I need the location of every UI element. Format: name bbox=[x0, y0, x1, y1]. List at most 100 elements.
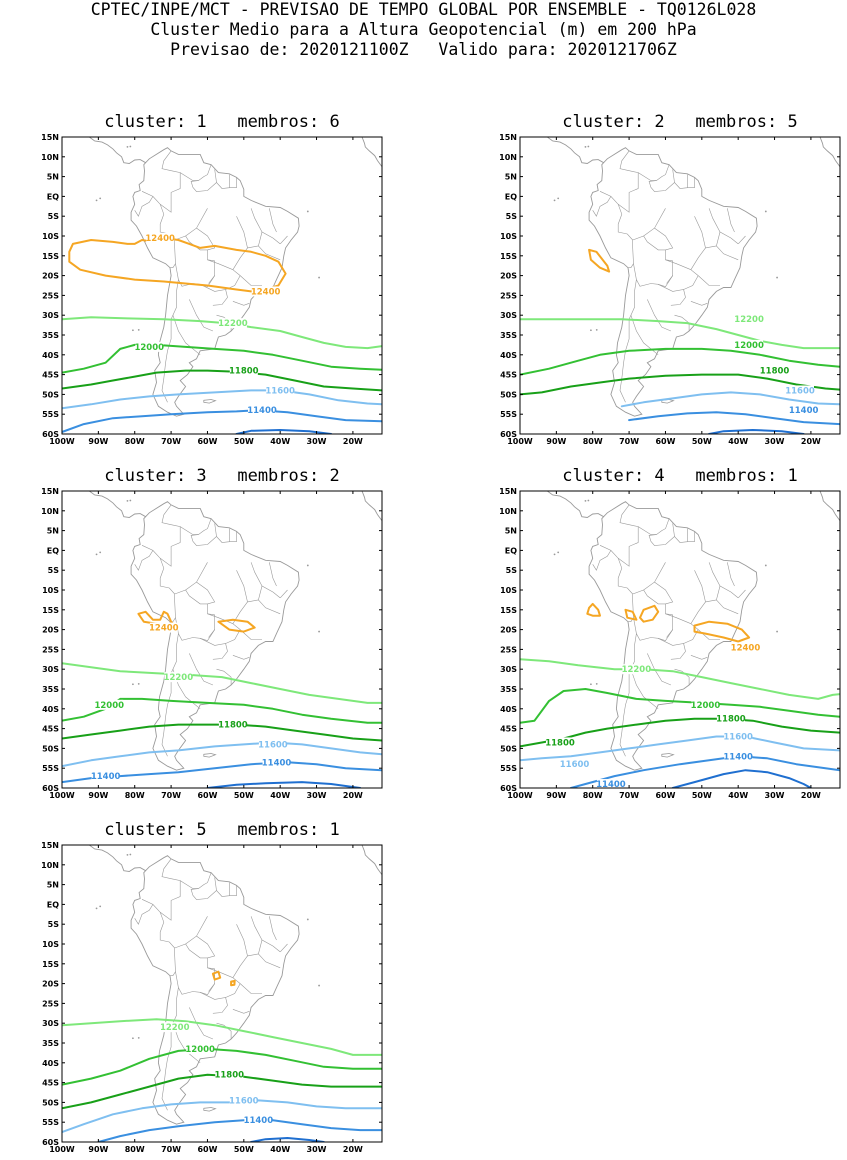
contour-label: 12200 bbox=[218, 319, 248, 329]
contour-line-11400 bbox=[97, 1119, 382, 1142]
lat-tick-label: 50S bbox=[42, 1098, 59, 1107]
lon-tick-label: 80W bbox=[125, 1145, 145, 1154]
small-island bbox=[595, 682, 598, 685]
country-border bbox=[161, 279, 179, 403]
small-island bbox=[95, 199, 98, 202]
contour-label: 11400 bbox=[789, 406, 819, 416]
country-border bbox=[279, 589, 288, 599]
country-border bbox=[189, 1007, 214, 1040]
falkland-islands bbox=[661, 753, 675, 758]
contour-label-bg bbox=[724, 751, 753, 762]
lon-tick-label: 40W bbox=[270, 437, 290, 446]
country-border bbox=[200, 638, 228, 660]
contour-line-12400 bbox=[693, 620, 751, 643]
small-island bbox=[95, 907, 98, 910]
contour-label: 11400 bbox=[247, 406, 277, 416]
lat-tick-label: 40S bbox=[42, 351, 59, 360]
contour-line-12000 bbox=[62, 343, 382, 374]
map-frame bbox=[61, 844, 383, 1143]
contour-label-bg bbox=[560, 759, 589, 770]
small-island bbox=[132, 329, 134, 332]
lat-tick-label: 15N bbox=[499, 133, 517, 142]
country-border bbox=[190, 888, 217, 900]
panel-cluster-3: cluster: 3 membros: 2 12400 12200 12000 118… bbox=[0, 466, 390, 806]
country-border bbox=[687, 531, 695, 542]
lon-tick-label: 100W bbox=[49, 791, 75, 800]
lat-tick-label: 35S bbox=[42, 685, 59, 694]
lon-tick-label: 60W bbox=[197, 1145, 217, 1154]
lat-tick-label: 35S bbox=[500, 685, 517, 694]
country-border bbox=[175, 971, 215, 996]
small-island bbox=[95, 553, 98, 556]
contour-label-bg bbox=[91, 771, 120, 782]
south-america-coast bbox=[130, 147, 300, 417]
lon-tick-label: 90W bbox=[546, 437, 566, 446]
panel-cluster-1: cluster: 1 membros: 6 12400 12400 12200 120… bbox=[0, 112, 390, 452]
africa-coast bbox=[819, 137, 840, 168]
lat-tick-label: 10N bbox=[41, 507, 59, 516]
contour-line-11600 bbox=[62, 1099, 382, 1134]
country-border bbox=[190, 534, 217, 546]
lon-tick-label: 20W bbox=[343, 791, 363, 800]
country-border bbox=[200, 992, 228, 1014]
country-border bbox=[159, 912, 176, 976]
contour-label-bg bbox=[149, 622, 178, 633]
country-border bbox=[716, 231, 739, 261]
small-island bbox=[557, 551, 560, 554]
lat-tick-label: 10N bbox=[499, 153, 517, 162]
contour-label-bg bbox=[186, 1043, 215, 1054]
lat-tick-label: 15N bbox=[41, 487, 59, 496]
lat-tick-label: 30S bbox=[42, 1019, 59, 1028]
lon-tick-label: 40W bbox=[270, 1145, 290, 1154]
header-line-2: Cluster Medio para a Altura Geopotencial… bbox=[150, 20, 697, 39]
contour-label-bg bbox=[164, 672, 193, 683]
lon-tick-label: 20W bbox=[343, 1145, 363, 1154]
south-america-coast bbox=[588, 501, 758, 771]
lat-tick-label: 5S bbox=[506, 566, 518, 575]
contour-line-12400 bbox=[639, 604, 660, 623]
contour-label: 11800 bbox=[716, 715, 746, 725]
lat-tick-label: 5S bbox=[48, 566, 60, 575]
contour-line-12400 bbox=[624, 608, 638, 621]
lat-tick-label: EQ bbox=[47, 546, 59, 555]
country-border bbox=[279, 943, 288, 953]
country-border bbox=[647, 299, 672, 332]
small-island bbox=[306, 564, 309, 567]
country-border bbox=[716, 585, 739, 615]
country-border bbox=[658, 638, 686, 660]
country-border bbox=[665, 259, 692, 270]
country-border bbox=[236, 924, 248, 956]
lon-tick-label: 30W bbox=[307, 437, 327, 446]
lon-tick-label: 80W bbox=[125, 437, 145, 446]
country-border bbox=[250, 208, 263, 233]
lat-tick-label: 40S bbox=[500, 705, 517, 714]
falkland-islands bbox=[203, 399, 217, 404]
contour-label-bg bbox=[244, 1115, 273, 1126]
contour-label: 11800 bbox=[229, 367, 259, 377]
contour-label-bg bbox=[266, 385, 295, 396]
lon-tick-label: 50W bbox=[234, 1145, 254, 1154]
country-border bbox=[190, 180, 217, 192]
header-line-3: Previsao de: 2020121100Z Valido para: 20… bbox=[170, 40, 677, 59]
country-border bbox=[708, 208, 721, 233]
lat-tick-label: 30S bbox=[42, 311, 59, 320]
lat-tick-label: 45S bbox=[42, 725, 59, 734]
small-island bbox=[590, 683, 592, 686]
small-island bbox=[99, 551, 102, 554]
contour-line-12200 bbox=[520, 318, 840, 350]
contour-line-12200 bbox=[520, 658, 840, 700]
lon-tick-label: 40W bbox=[728, 437, 748, 446]
lon-tick-label: 40W bbox=[270, 791, 290, 800]
lat-tick-label: 5N bbox=[47, 527, 59, 536]
contour-label: 12400 bbox=[731, 643, 761, 653]
contour-label: 12000 bbox=[734, 341, 764, 351]
small-island bbox=[137, 682, 140, 685]
lat-tick-label: 55S bbox=[500, 764, 517, 773]
small-island bbox=[137, 328, 140, 331]
lat-tick-label: 50S bbox=[42, 744, 59, 753]
figure-header: CPTEC/INPE/MCT - PREVISAO DE TEMPO GLOBA… bbox=[0, 0, 847, 60]
country-border bbox=[658, 284, 686, 306]
lat-tick-label: 15N bbox=[41, 133, 59, 142]
contour-label-bg bbox=[215, 1069, 244, 1080]
contour-line-11600 bbox=[520, 735, 840, 762]
